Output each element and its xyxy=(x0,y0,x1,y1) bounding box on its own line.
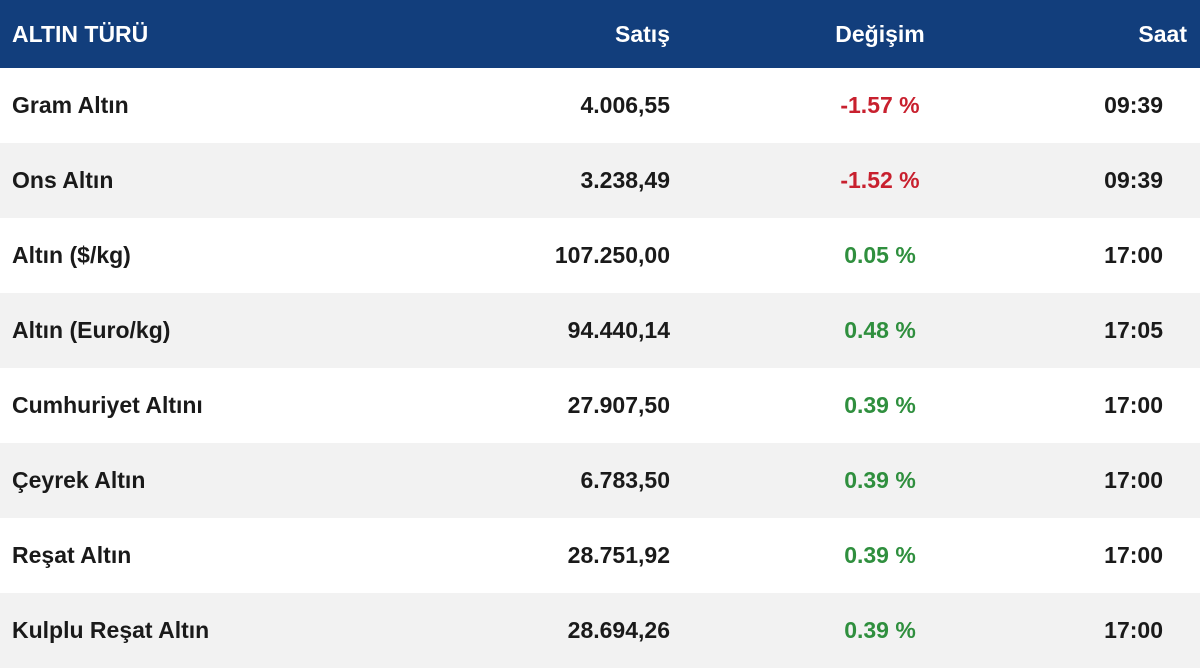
time: 17:00 xyxy=(1104,467,1163,493)
header-cell: Saat xyxy=(1138,20,1187,47)
gold-type: Cumhuriyet Altını xyxy=(12,392,203,418)
sell-price: 107.250,00 xyxy=(554,242,670,268)
table-row: Ons Altın 3.238,49 -1.52 % 09:39 xyxy=(0,143,1200,218)
change: 0.39 % xyxy=(844,467,916,493)
gold-type: Gram Altın xyxy=(12,92,129,118)
change: 0.48 % xyxy=(844,317,916,343)
time: 09:39 xyxy=(1104,92,1163,118)
time: 17:00 xyxy=(1104,242,1163,268)
sell-price: 6.783,50 xyxy=(580,467,670,493)
time: 17:00 xyxy=(1104,617,1163,643)
header-cell: ALTIN TÜRÜ xyxy=(12,20,149,47)
change: 0.39 % xyxy=(844,542,916,568)
sell-price: 28.694,26 xyxy=(567,617,670,643)
time: 09:39 xyxy=(1104,167,1163,193)
header-cell: Satış xyxy=(615,20,670,47)
table-row: Çeyrek Altın 6.783,50 0.39 % 17:00 xyxy=(0,443,1200,518)
gold-type: Çeyrek Altın xyxy=(12,467,146,493)
table-row: Gram Altın 4.006,55 -1.57 % 09:39 xyxy=(0,68,1200,143)
time: 17:05 xyxy=(1104,317,1163,343)
table-row: Cumhuriyet Altını 27.907,50 0.39 % 17:00 xyxy=(0,368,1200,443)
time: 17:00 xyxy=(1104,542,1163,568)
sell-price: 94.440,14 xyxy=(567,317,670,343)
change: 0.39 % xyxy=(844,617,916,643)
change: 0.05 % xyxy=(844,242,916,268)
sell-price: 28.751,92 xyxy=(567,542,670,568)
sell-price: 27.907,50 xyxy=(567,392,670,418)
table-row: Altın ($/kg) 107.250,00 0.05 % 17:00 xyxy=(0,218,1200,293)
gold-type: Ons Altın xyxy=(12,167,114,193)
gold-type: Kulplu Reşat Altın xyxy=(12,617,210,643)
table-header: ALTIN TÜRÜ Satış Değişim Saat xyxy=(0,0,1200,68)
change: -1.52 % xyxy=(840,167,920,193)
sell-price: 4.006,55 xyxy=(580,92,670,118)
table-row: Reşat Altın 28.751,92 0.39 % 17:00 xyxy=(0,518,1200,593)
gold-type: Altın ($/kg) xyxy=(12,242,131,268)
time: 17:00 xyxy=(1104,392,1163,418)
gold-type: Reşat Altın xyxy=(12,542,132,568)
gold-type: Altın (Euro/kg) xyxy=(12,317,171,343)
table-row: Altın (Euro/kg) 94.440,14 0.48 % 17:05 xyxy=(0,293,1200,368)
sell-price: 3.238,49 xyxy=(580,167,670,193)
change: -1.57 % xyxy=(840,92,920,118)
change: 0.39 % xyxy=(844,392,916,418)
header-cell: Değişim xyxy=(835,20,925,47)
table-row: Kulplu Reşat Altın 28.694,26 0.39 % 17:00 xyxy=(0,593,1200,668)
